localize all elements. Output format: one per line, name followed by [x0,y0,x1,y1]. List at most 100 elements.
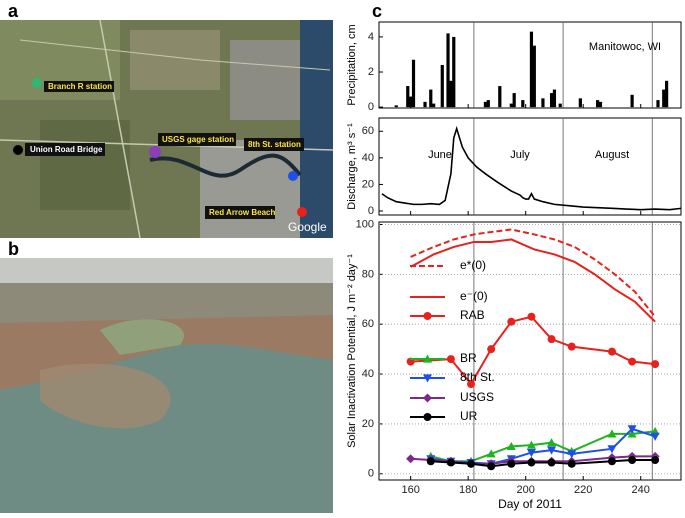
x-axis-label: Day of 2011 [498,497,562,511]
marker [651,456,660,465]
bar [549,93,554,108]
y-tick-label: 20 [362,418,374,430]
station-dot [288,171,298,181]
bar [595,100,600,108]
label-box [244,138,304,151]
marker [628,357,637,366]
y-tick-label: 0 [368,468,374,480]
legend-label: USGS [460,390,494,404]
bar [558,103,562,108]
marker [567,450,577,459]
bar [486,100,490,108]
legend-label: RAB [460,308,485,322]
label-box [25,143,105,156]
bar [665,80,669,108]
legend-marker [423,413,432,421]
marker [526,440,536,449]
x-tick-label: 180 [459,484,477,496]
y-tick-label: 0 [368,101,374,113]
marker [467,459,476,468]
bar [409,96,413,108]
station-dot [32,78,42,88]
y-axis-label: Discharge, m³ s⁻¹ [346,123,358,210]
marker [607,347,616,356]
marker [628,456,637,465]
marker [527,312,536,321]
bar [512,93,516,108]
y-tick-label: 60 [362,125,374,137]
legend-marker [423,312,432,320]
legend-label: BR [460,351,477,365]
series-line [410,228,656,318]
bar [394,105,398,108]
x-tick-label: 160 [401,484,419,496]
y-tick-label: 100 [356,218,374,230]
y-tick-label: 40 [362,152,374,164]
marker [486,449,496,458]
marker [446,355,455,364]
legend-marker [423,393,432,403]
panel-label: a [8,1,19,21]
bar [449,80,453,108]
bar [406,86,410,108]
bar [483,101,488,108]
marker [507,317,516,326]
marker [446,458,455,467]
bar [532,45,536,108]
series-line [410,238,656,323]
y-tick-label: 20 [362,178,374,190]
map-label: 8th St. station [248,140,301,149]
marker [567,342,576,351]
annotation: July [510,149,530,161]
marker [507,459,516,468]
marker [607,429,617,438]
line [381,125,682,211]
marker [547,458,556,467]
bar [578,98,582,108]
marker [651,360,660,369]
marker [467,380,476,389]
plot-frame [378,21,682,109]
station-dot [297,207,307,217]
annotation: Manitowoc, WI [589,41,661,53]
bar [598,101,603,108]
y-axis-label: Precipitation, cm [346,24,358,105]
plot-frame [378,117,682,216]
marker [506,441,516,450]
y-tick-label: 4 [368,31,374,43]
y-tick-label: 80 [362,268,374,280]
marker [426,457,435,466]
bar [662,89,666,108]
bar [446,33,450,108]
label-box [158,133,236,146]
label-box [205,206,275,219]
bar [452,36,456,108]
label-box [44,81,114,92]
bar [656,100,660,108]
bar [529,31,534,108]
legend-label: 8th St. [460,370,495,384]
legend-label: e*(0) [460,258,486,272]
annotation: August [595,149,629,161]
y-tick-label: 0 [368,205,374,217]
map-label: Union Road Bridge [30,145,103,154]
bar [432,103,436,108]
legend-marker [423,354,432,363]
aerial-image [0,258,333,513]
marker [607,445,617,454]
bar [423,101,427,108]
marker [487,462,496,471]
station-dot [149,146,161,158]
bar [630,94,634,108]
map-label: Branch R station [48,82,112,91]
map-image [0,19,334,239]
panel-label: b [8,239,19,259]
legend-marker [423,374,432,383]
plot-frame [378,221,682,481]
panel-label: c [372,1,382,21]
x-tick-label: 240 [632,484,650,496]
y-tick-label: 2 [368,66,374,78]
bar [521,100,525,108]
